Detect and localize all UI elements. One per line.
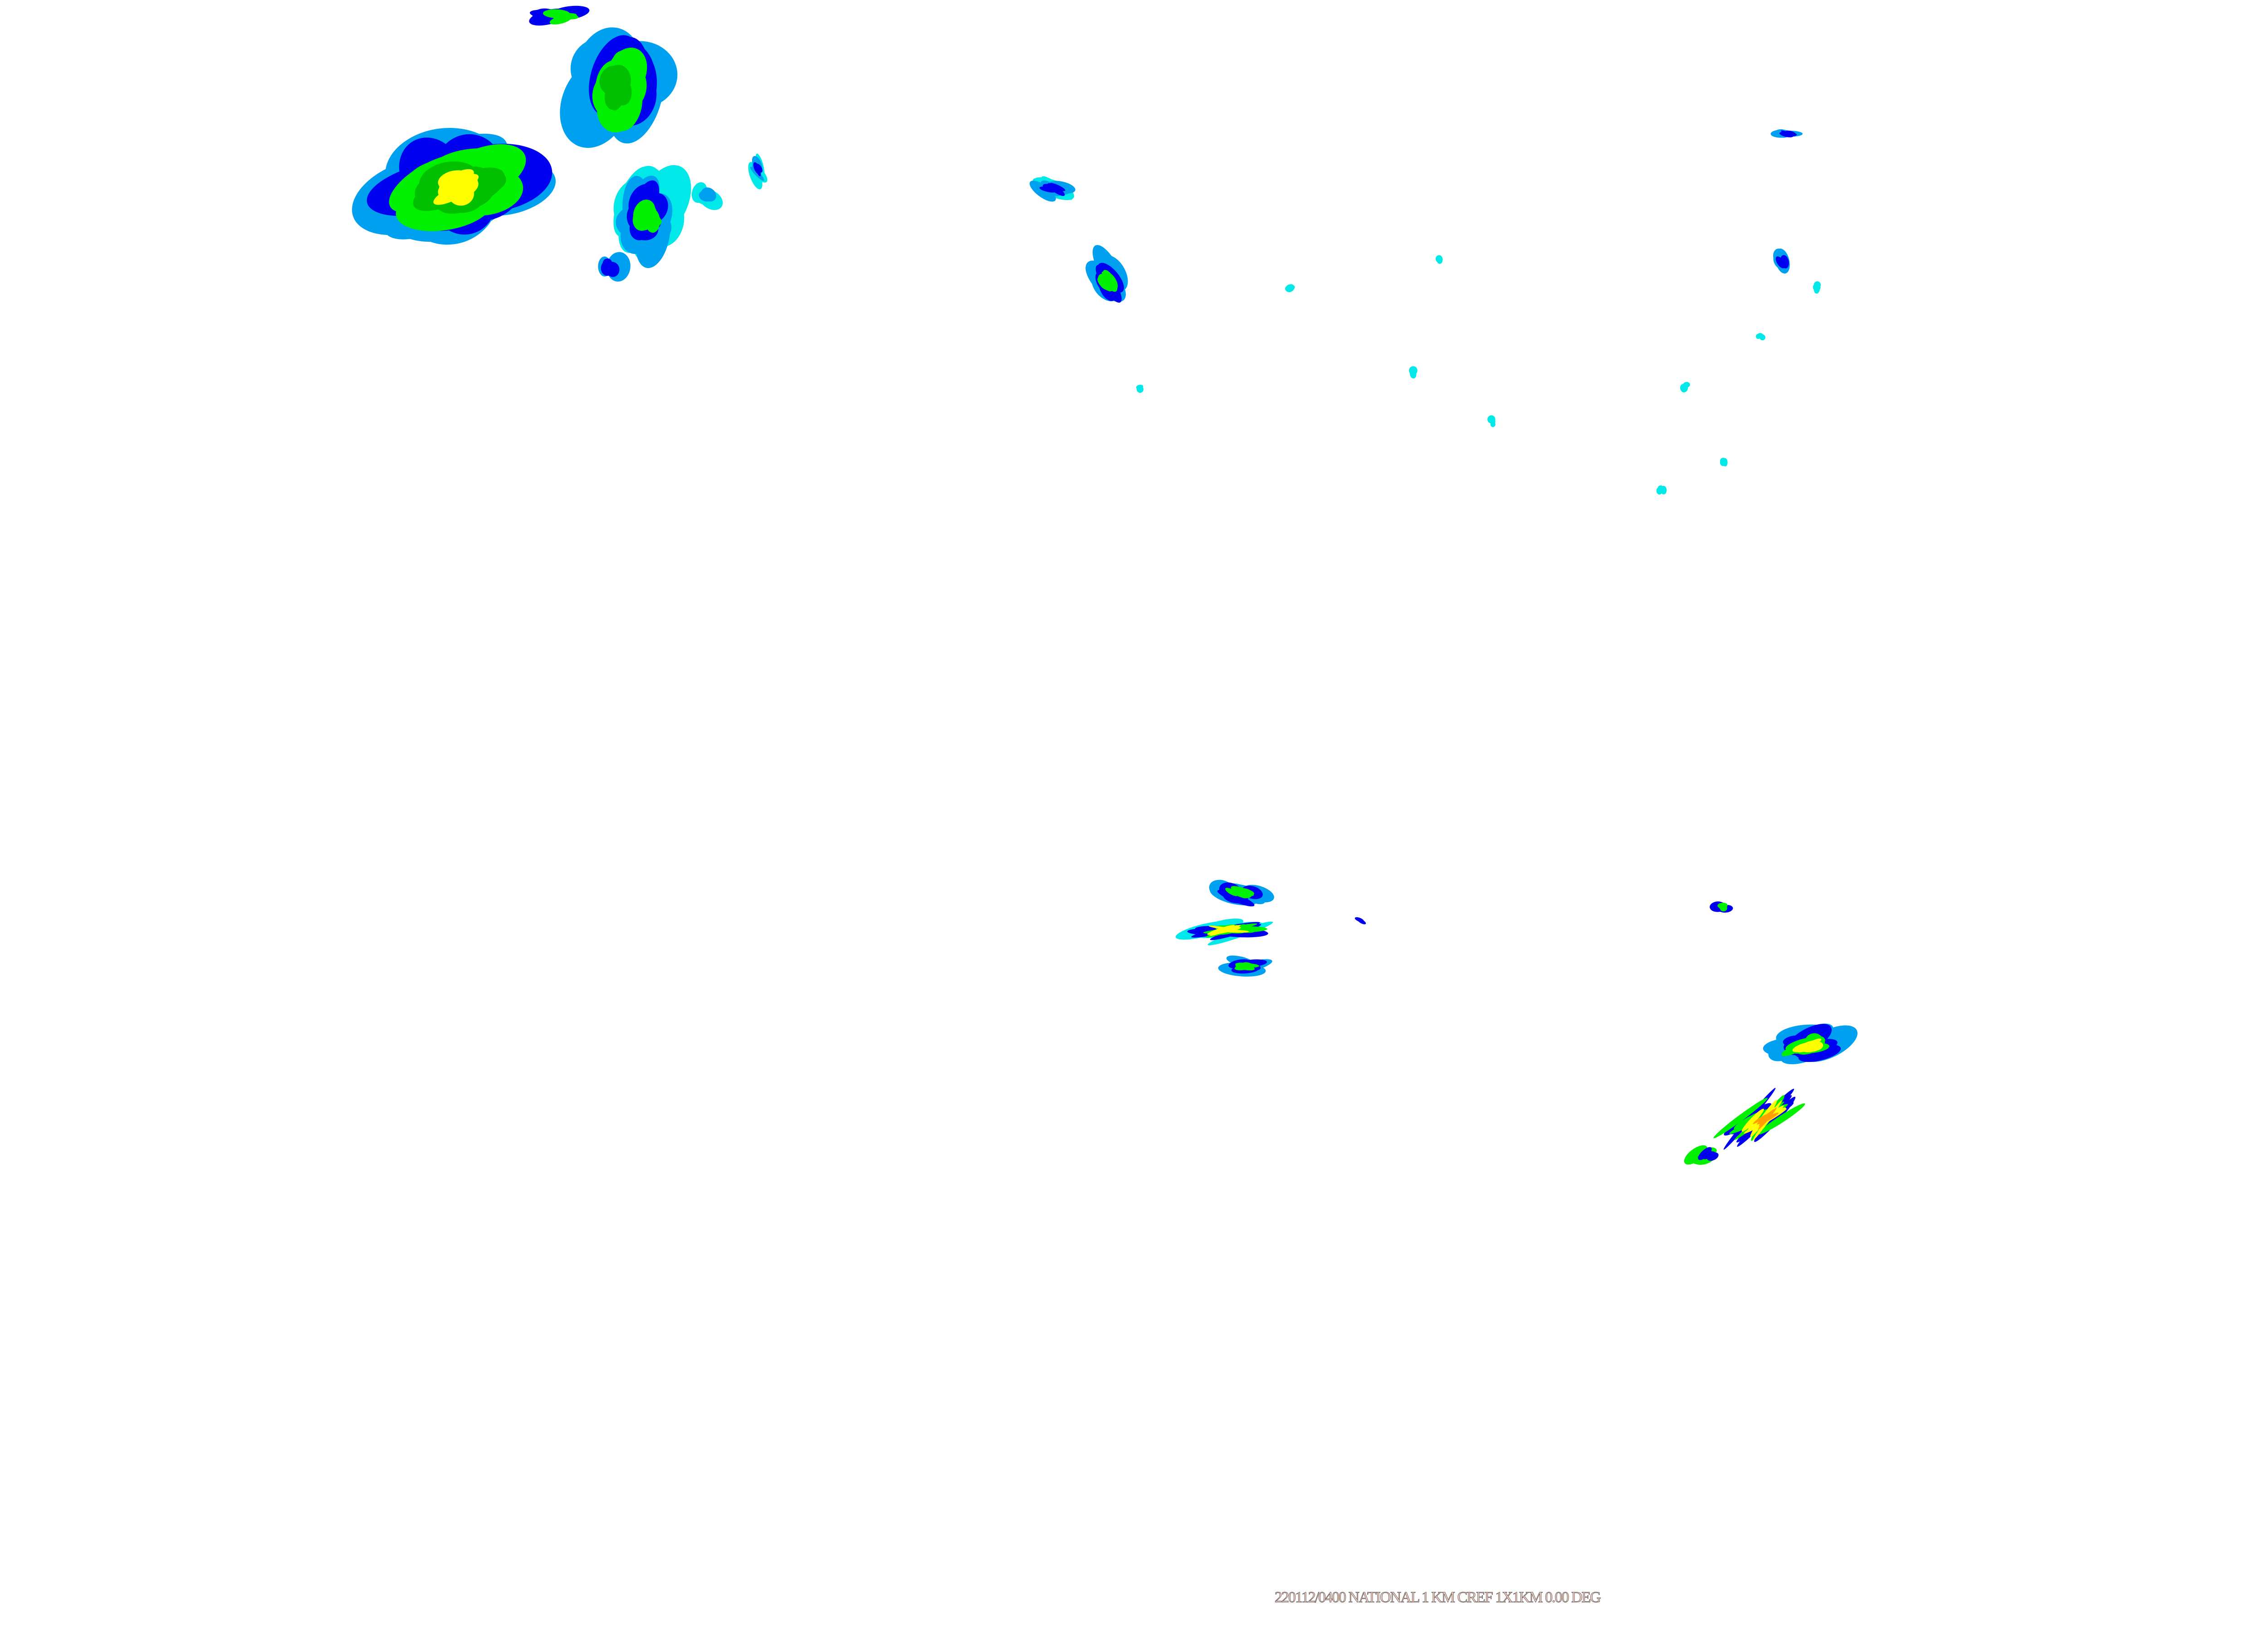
echo-blue	[1217, 890, 1255, 907]
radar-reflectivity-map	[352, 5, 1857, 1165]
echo-blue	[606, 262, 620, 277]
echo-blue	[1354, 917, 1364, 923]
echo-yellow	[1741, 1109, 1764, 1132]
echo-blue	[1047, 183, 1065, 196]
echo-cyan	[1813, 283, 1821, 291]
echo-dark_green	[599, 65, 626, 95]
echo-green	[553, 13, 577, 20]
echo-yellow	[440, 177, 470, 198]
echo-green	[1717, 903, 1728, 909]
echo-green	[1225, 888, 1238, 896]
echo-cyan	[1136, 386, 1144, 393]
echo-yellow	[1207, 925, 1235, 935]
echo-yellow	[1208, 925, 1240, 931]
echo-dark_green	[608, 90, 622, 111]
echo-cyan	[1410, 370, 1417, 379]
echo-cyan	[1723, 458, 1728, 467]
echo-cyan	[1660, 485, 1667, 494]
echo-yellow	[1804, 1041, 1823, 1051]
echo-green	[1238, 888, 1252, 899]
echo-cyan	[1760, 334, 1765, 341]
echo-green	[1713, 1098, 1768, 1139]
echo-yellow	[1218, 929, 1250, 933]
echo-blue	[1698, 1147, 1712, 1160]
echo-cyan	[1435, 255, 1442, 263]
echo-light_blue	[1029, 181, 1056, 202]
echo-cyan	[1683, 381, 1690, 388]
echo-green	[1235, 963, 1252, 968]
echo-blue	[1039, 186, 1056, 193]
echo-blue	[755, 163, 763, 173]
echo-blue	[1782, 132, 1797, 137]
echo-cyan	[1755, 333, 1761, 339]
echo-orange	[1759, 1109, 1774, 1127]
echo-cyan	[1285, 285, 1293, 293]
echo-blue	[1701, 1152, 1714, 1159]
echo-light_blue	[701, 187, 716, 202]
echo-orange	[1753, 1114, 1767, 1124]
echo-green	[1102, 274, 1113, 292]
echo-green	[1758, 1103, 1805, 1135]
echo-blue	[1777, 258, 1784, 266]
echo-green	[634, 203, 657, 230]
product-caption: 220112/0400 NATIONAL 1 KM CREF 1X1KM 0.0…	[1275, 1589, 1602, 1606]
echo-cyan	[1487, 415, 1496, 424]
echo-green	[1684, 1145, 1708, 1165]
echo-orange	[1760, 1115, 1775, 1124]
